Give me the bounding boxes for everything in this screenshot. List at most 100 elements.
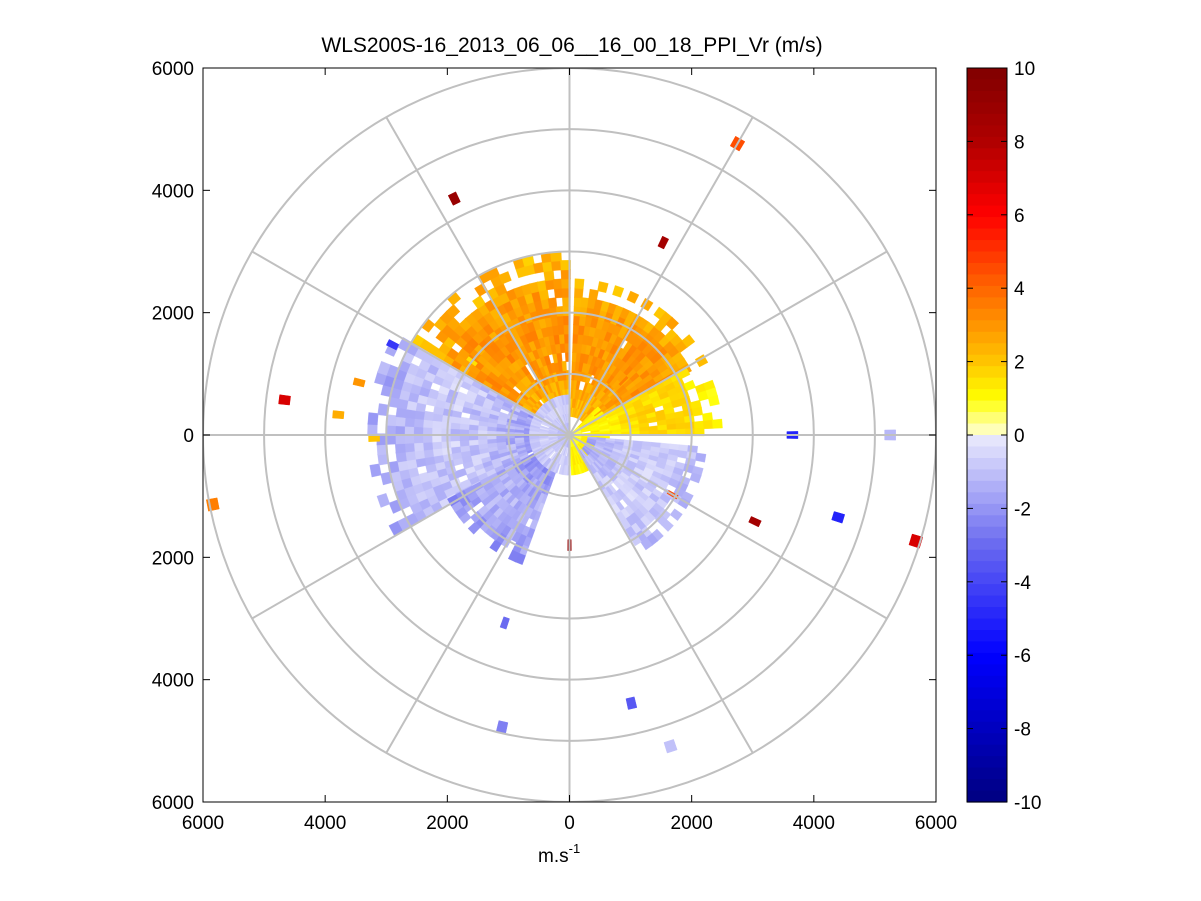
velocity-cell <box>702 419 714 430</box>
y-tick-label: 2000 <box>152 548 194 569</box>
colorbar-step <box>967 274 1007 287</box>
isolated-return <box>663 739 678 754</box>
velocity-cell <box>498 271 512 285</box>
colorbar-step <box>967 790 1007 803</box>
colorbar-step <box>967 389 1007 402</box>
colorbar-step <box>967 469 1007 482</box>
colorbar-step <box>967 102 1007 115</box>
velocity-cell <box>665 316 680 331</box>
velocity-cell <box>376 493 391 508</box>
velocity-cell <box>612 285 625 298</box>
colorbar-step <box>967 779 1007 792</box>
colorbar-tick-label: -8 <box>1014 720 1031 741</box>
colorbar-step <box>967 171 1007 184</box>
colorbar-step <box>967 756 1007 769</box>
colorbar-tick-label: 6 <box>1014 206 1025 227</box>
colorbar-step <box>967 561 1007 574</box>
isolated-return <box>352 377 366 388</box>
velocity-cell <box>467 521 481 535</box>
velocity-cell <box>640 537 653 551</box>
azimuth-spoke <box>385 434 571 754</box>
velocity-cell <box>712 418 723 429</box>
x-tick-label: 2000 <box>671 813 713 834</box>
x-axis-label-sup: -1 <box>569 841 581 856</box>
colorbar-step <box>967 423 1007 436</box>
velocity-cell <box>369 463 382 478</box>
azimuth-spoke <box>251 250 571 436</box>
isolated-return <box>385 339 400 351</box>
isolated-return <box>831 511 846 524</box>
velocity-cells <box>205 135 924 754</box>
colorbar-step <box>967 343 1007 356</box>
azimuth-spoke <box>568 116 754 436</box>
colorbar-step <box>967 664 1007 677</box>
colorbar-tick-label: 0 <box>1014 426 1025 447</box>
colorbar-step <box>967 79 1007 92</box>
x-tick-labels: 6000 4000 2000 0 2000 4000 6000 <box>182 813 957 834</box>
colorbar-step <box>967 205 1007 218</box>
x-tick-label: 4000 <box>304 813 346 834</box>
colorbar-step <box>967 698 1007 711</box>
velocity-cell <box>558 464 564 475</box>
x-tick-label: 6000 <box>182 813 224 834</box>
colorbar-step <box>967 710 1007 723</box>
x-axis-label-base: m.s <box>538 846 569 867</box>
isolated-return <box>618 375 629 386</box>
colorbar-step <box>967 687 1007 700</box>
colorbar-step <box>967 194 1007 207</box>
colorbar-step <box>967 262 1007 276</box>
colorbar-tick-label: 10 <box>1014 59 1035 80</box>
velocity-cell <box>660 519 674 532</box>
colorbar-ticks: 10 8 6 4 2 0 -2 -4 -6 -8 -10 <box>967 59 1041 814</box>
colorbar-step <box>967 136 1007 149</box>
velocity-cell <box>547 297 558 309</box>
colorbar-tick-label: -4 <box>1014 573 1031 594</box>
colorbar-step <box>967 526 1007 539</box>
x-tick-label: 4000 <box>793 813 835 834</box>
azimuth-spoke <box>568 434 754 754</box>
colorbar-step <box>967 125 1007 138</box>
polar-grid <box>203 68 936 802</box>
velocity-cell <box>377 360 391 376</box>
velocity-cell <box>707 395 720 407</box>
colorbar-tick-label: 2 <box>1014 353 1025 374</box>
colorbar-step <box>967 182 1007 195</box>
isolated-return <box>748 516 762 528</box>
colorbar-tick-label: 4 <box>1014 279 1025 300</box>
isolated-return <box>278 394 291 406</box>
velocity-cell <box>689 472 702 484</box>
isolated-return <box>447 191 461 206</box>
colorbar-step <box>967 90 1007 104</box>
y-tick-label: 2000 <box>152 304 194 325</box>
colorbar-step <box>967 285 1007 298</box>
colorbar-step <box>967 331 1007 344</box>
colorbar-steps <box>967 68 1007 803</box>
colorbar-step <box>967 629 1007 643</box>
y-tick-labels: 6000 4000 2000 0 2000 4000 6000 <box>152 59 194 814</box>
azimuth-spoke <box>568 434 888 620</box>
colorbar-step <box>967 366 1007 379</box>
velocity-cell <box>591 407 602 417</box>
x-tick-label: 0 <box>564 813 575 834</box>
y-tick-label: 4000 <box>152 671 194 692</box>
colorbar-step <box>967 584 1007 597</box>
velocity-cell <box>507 549 520 563</box>
isolated-return <box>332 410 345 420</box>
colorbar-step <box>967 412 1007 425</box>
velocity-cell <box>489 539 502 553</box>
colorbar-step <box>967 457 1007 471</box>
azimuth-spoke <box>385 116 571 436</box>
plot-area <box>202 67 937 803</box>
isolated-return <box>499 616 510 630</box>
colorbar-step <box>967 446 1007 459</box>
colorbar-step <box>967 538 1007 551</box>
colorbar-step <box>967 320 1007 333</box>
colorbar-step <box>967 767 1007 780</box>
colorbar-step <box>967 400 1007 413</box>
velocity-cell <box>588 288 599 301</box>
azimuth-spoke <box>568 250 888 436</box>
colorbar-tick-label: -2 <box>1014 499 1031 520</box>
velocity-cell <box>626 290 640 304</box>
velocity-cell <box>574 278 585 290</box>
colorbar-step <box>967 572 1007 585</box>
